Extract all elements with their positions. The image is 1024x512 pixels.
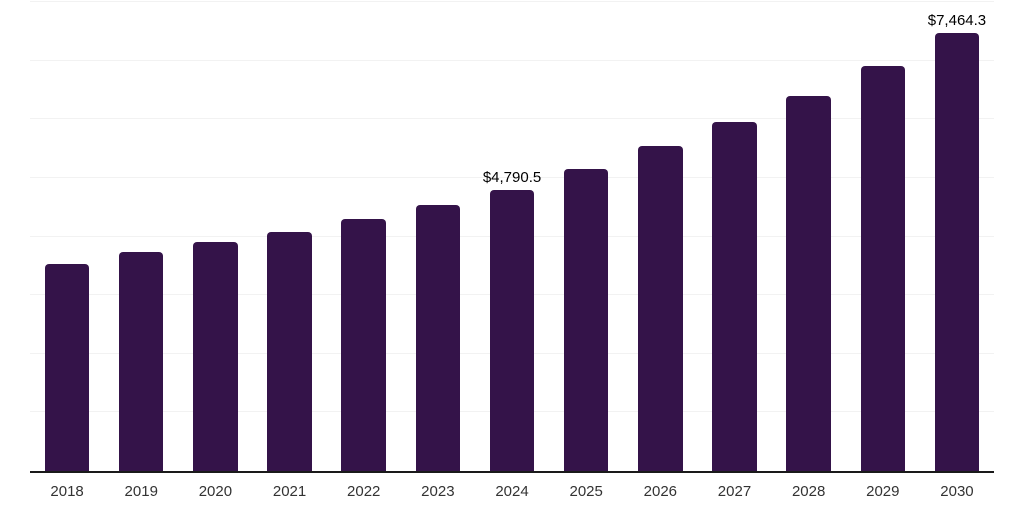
bar-cell — [401, 2, 475, 471]
bar-cell: $4,790.5 — [475, 2, 549, 471]
bar — [860, 65, 906, 471]
bar — [934, 33, 980, 471]
gridline — [30, 1, 994, 2]
plot-area: $4,790.5 $7,464.3 — [30, 1, 994, 473]
bar-cell — [623, 2, 697, 471]
bar — [638, 146, 683, 471]
bar — [193, 241, 238, 471]
x-tick-label: 2028 — [791, 483, 826, 500]
gridline — [30, 118, 994, 120]
x-tick-label: 2030 — [940, 483, 974, 500]
x-tick-label: 2023 — [421, 483, 455, 500]
x-tick-label: 2027 — [717, 483, 752, 500]
bar-cell — [252, 2, 326, 471]
x-tick-label: 2019 — [124, 483, 158, 500]
bar-cell — [549, 2, 623, 471]
x-tick-label: 2025 — [569, 483, 603, 500]
x-tick-label: 2020 — [198, 483, 233, 500]
bar-cell: $7,464.3 — [920, 2, 994, 471]
bar — [341, 218, 386, 471]
x-tick-label: 2029 — [866, 483, 900, 500]
bar-cell — [30, 2, 104, 471]
x-axis-labels: 2018 2019 2020 2021 2022 2023 2024 2025 2026 2027… — [30, 483, 994, 501]
bar-value-label: $4,790.5 — [482, 169, 542, 187]
bar — [563, 168, 609, 471]
x-tick-label: 2022 — [347, 483, 381, 500]
gridline — [30, 176, 994, 178]
bar-value-label: $7,464.3 — [927, 12, 987, 30]
bar — [44, 264, 90, 471]
bar-cell — [327, 2, 401, 471]
bar — [267, 231, 312, 471]
bar-cell — [846, 2, 920, 471]
bar-cell — [772, 2, 846, 471]
bar-cell — [104, 2, 178, 471]
x-tick-label: 2024 — [495, 483, 529, 500]
bar — [489, 190, 535, 471]
x-tick-label: 2026 — [643, 483, 678, 500]
x-tick-label: 2018 — [50, 483, 84, 500]
bar — [118, 251, 164, 471]
bar — [786, 95, 831, 471]
bars-row: $4,790.5 $7,464.3 — [30, 2, 994, 471]
bar-cell — [178, 2, 252, 471]
bar — [712, 121, 757, 471]
bar-cell — [697, 2, 771, 471]
x-tick-label: 2021 — [272, 483, 307, 500]
gridline — [30, 59, 994, 61]
bar — [415, 205, 461, 471]
